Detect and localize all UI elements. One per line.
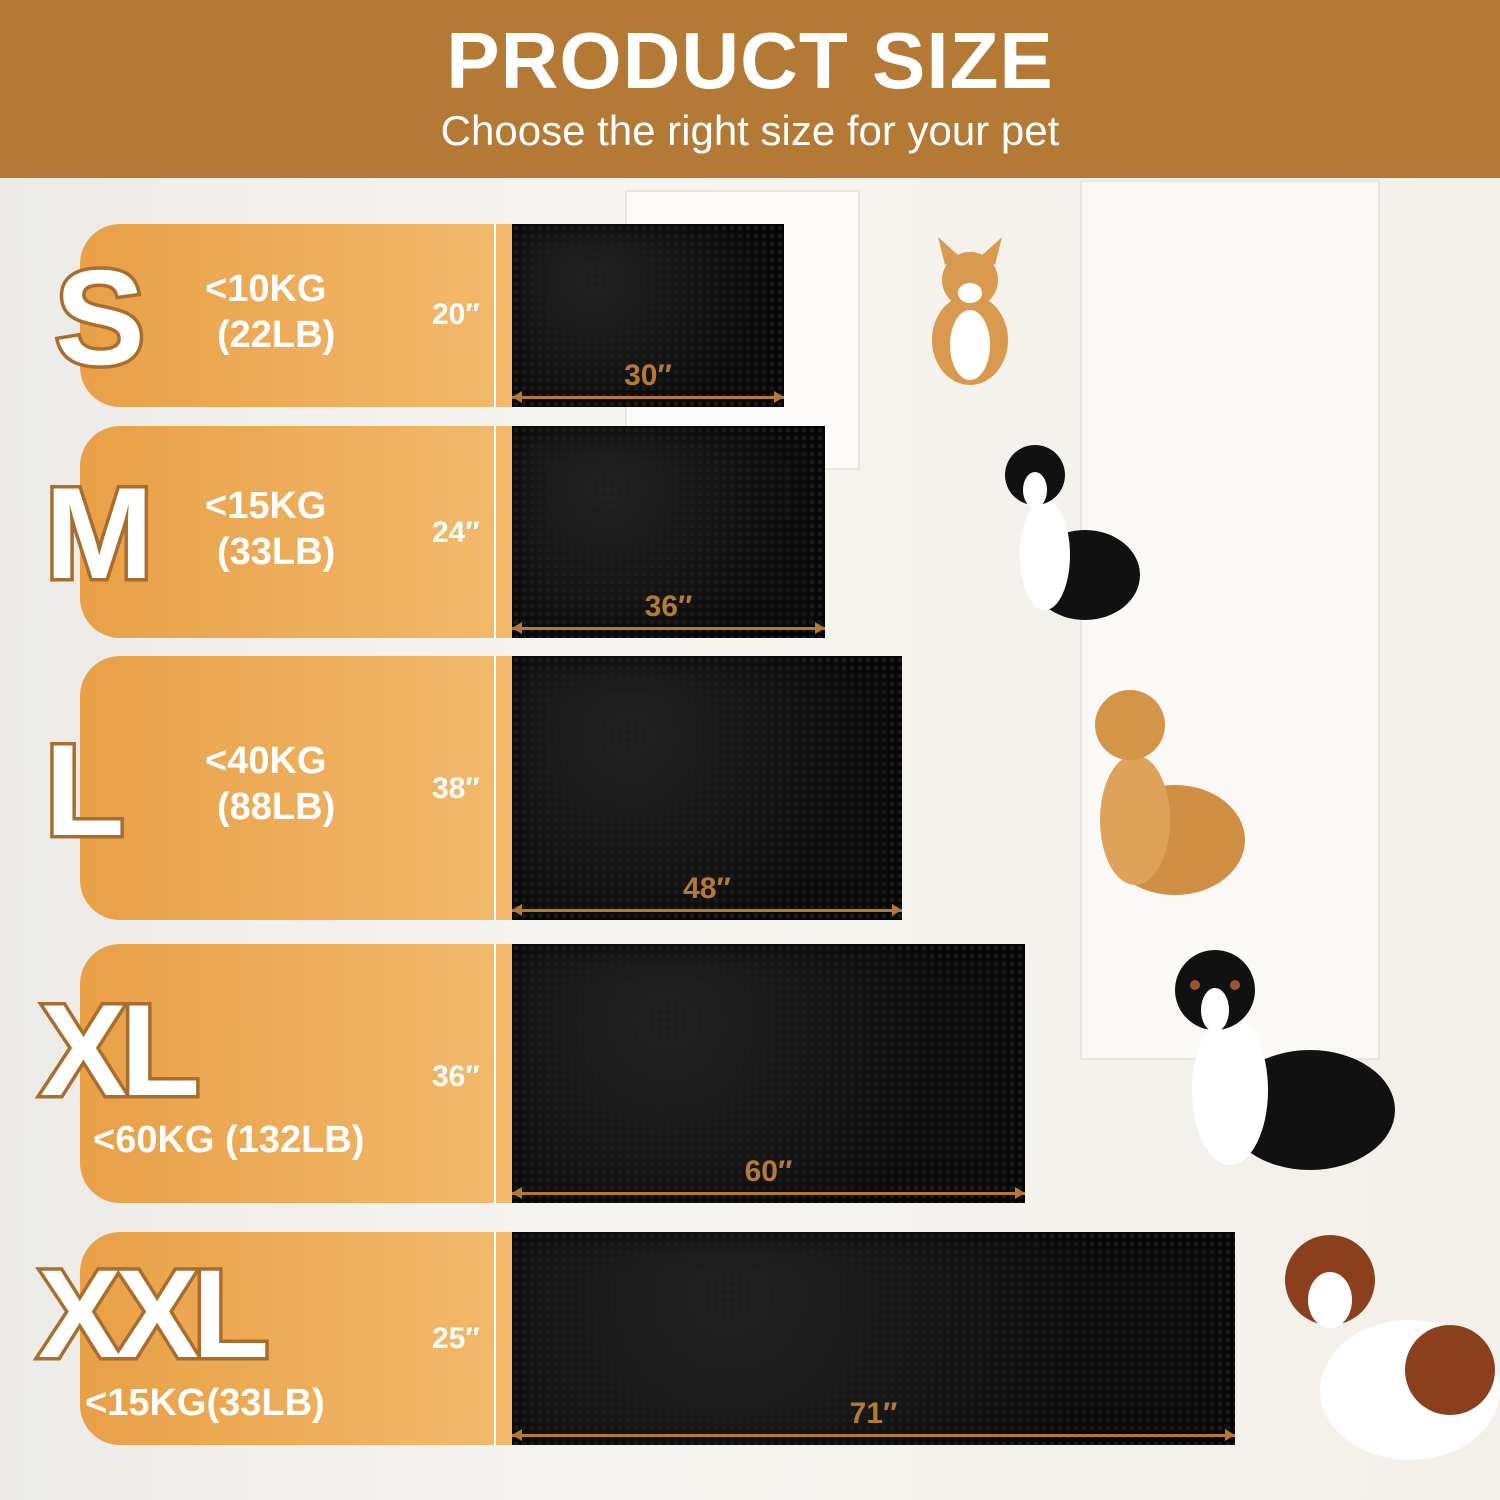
- size-letter-l: L: [41, 717, 127, 863]
- weight-kg: <40KG: [205, 740, 327, 782]
- mat-s: 30″: [512, 224, 784, 407]
- height-arrow-l: [494, 656, 496, 920]
- size-panel-m: [80, 426, 512, 638]
- weight-m: <15KG (33LB): [205, 483, 335, 575]
- mat-m: 36″: [512, 426, 825, 638]
- height-arrow-s: [494, 224, 496, 407]
- mat-xl: 60″: [512, 944, 1025, 1203]
- weight-xl: <60KG (132LB): [93, 1119, 365, 1161]
- width-arrow-m: [512, 622, 825, 634]
- width-label-xl: 60″: [744, 1155, 793, 1188]
- width-label-s: 30″: [624, 359, 672, 392]
- mat-xxl: 71″: [512, 1232, 1235, 1445]
- weight-s: <10KG (22LB): [205, 266, 335, 358]
- weight-l: <40KG (88LB): [205, 738, 335, 830]
- page-subtitle: Choose the right size for your pet: [440, 107, 1060, 154]
- weight-lb: (88LB): [217, 786, 336, 828]
- weight-kg: <10KG: [205, 268, 327, 310]
- size-panel-l: [80, 656, 512, 920]
- weight-kg: <15KG: [205, 485, 327, 527]
- width-arrow-xxl: [512, 1429, 1235, 1441]
- size-panel-s: [80, 224, 512, 407]
- background-door: [1080, 180, 1380, 1060]
- width-label-l: 48″: [683, 872, 731, 905]
- height-label-l: 38″: [432, 772, 480, 805]
- size-letter-m: M: [41, 460, 156, 606]
- bernese-mountain-dog-image: [1175, 950, 1395, 1170]
- corgi-image: [932, 237, 1008, 385]
- size-letter-xxl: XXL: [34, 1245, 272, 1384]
- size-panel-xxl: [80, 1232, 512, 1445]
- saint-bernard-image: [1285, 1235, 1500, 1460]
- golden-retriever-image: [1095, 690, 1245, 895]
- mat-l: 48″: [512, 656, 902, 920]
- size-letter-xl: XL: [36, 977, 203, 1123]
- width-label-xxl: 71″: [849, 1397, 898, 1430]
- height-label-s: 20″: [432, 298, 480, 331]
- width-arrow-l: [512, 904, 902, 916]
- height-arrow-m: [494, 426, 496, 638]
- height-arrow-xxl: [494, 1232, 496, 1445]
- page-title: PRODUCT SIZE: [446, 16, 1054, 105]
- width-label-m: 36″: [644, 590, 693, 623]
- size-panel-xl: [80, 944, 512, 1203]
- size-letter-s: S: [51, 242, 148, 393]
- weight-lb: (22LB): [217, 314, 336, 356]
- weight-lb: (33LB): [217, 531, 336, 573]
- border-collie-image: [1005, 445, 1140, 620]
- width-arrow-xl: [512, 1187, 1025, 1199]
- height-arrow-xl: [494, 944, 496, 1203]
- weight-xxl: <15KG(33LB): [85, 1382, 325, 1424]
- header-banner: PRODUCT SIZE Choose the right size for y…: [0, 0, 1500, 178]
- width-arrow-s: [512, 391, 784, 403]
- height-label-m: 24″: [432, 516, 480, 549]
- height-label-xl: 36″: [432, 1060, 480, 1093]
- height-label-xxl: 25″: [432, 1322, 480, 1355]
